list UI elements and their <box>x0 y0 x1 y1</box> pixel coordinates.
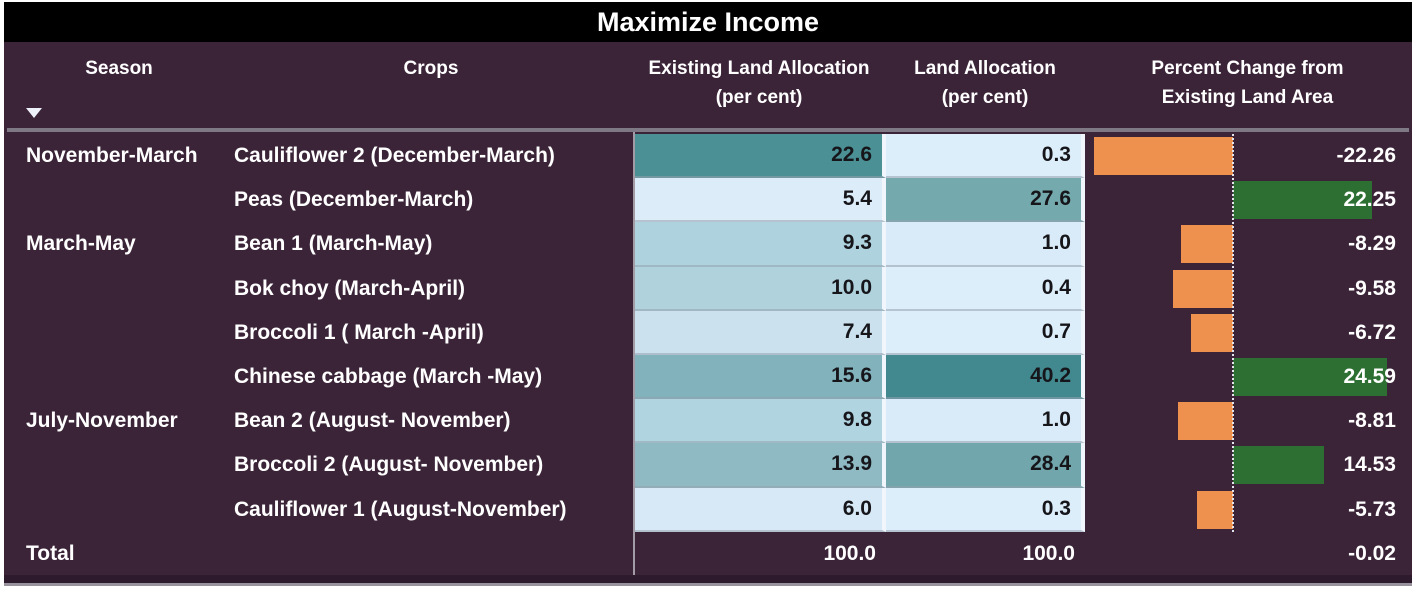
total-row: Total 100.0 100.0 -0.02 <box>4 532 1412 575</box>
total-existing-allocation: 100.0 <box>823 542 876 565</box>
total-land-allocation: 100.0 <box>1022 542 1075 565</box>
land-allocation-cell[interactable]: 27.6 <box>886 178 1085 223</box>
table-body: Season Crops Existing Land Allocation (p… <box>4 42 1412 583</box>
existing-allocation-cell[interactable]: 6.0 <box>635 487 886 532</box>
total-percent-change: -0.02 <box>1348 542 1396 565</box>
existing-allocation-cell[interactable]: 22.6 <box>635 134 886 179</box>
percent-change-value: -6.72 <box>1348 320 1396 344</box>
bar-zero-axis-line <box>1232 134 1234 532</box>
crop-cell[interactable]: Peas (December-March) <box>234 188 474 212</box>
crop-cell[interactable]: Cauliflower 1 (August-November) <box>234 497 567 521</box>
land-allocation-cell[interactable]: 0.7 <box>886 310 1085 355</box>
table-row[interactable]: Broccoli 2 (August- November) 13.9 28.4 14.… <box>4 443 1412 488</box>
percent-change-value: 22.25 <box>1343 188 1396 212</box>
existing-allocation-cell[interactable]: 9.8 <box>635 399 886 444</box>
table-row[interactable]: Bok choy (March-April) 10.0 0.4 -9.58 <box>4 266 1412 311</box>
land-allocation-cell[interactable]: 0.3 <box>886 487 1085 532</box>
percent-change-value: -8.81 <box>1348 409 1396 433</box>
land-allocation-cell[interactable]: 0.4 <box>886 266 1085 311</box>
table-rows: November-March Cauliflower 2 (December-Ma… <box>4 134 1412 532</box>
crops-column-divider <box>633 132 635 575</box>
table-row[interactable]: March-May Bean 1 (March-May) 9.3 1.0 -8.29 <box>4 222 1412 267</box>
percent-change-value: -5.73 <box>1348 497 1396 521</box>
percent-change-bar[interactable] <box>1173 269 1233 308</box>
season-cell: March-May <box>26 232 136 256</box>
table-visual: Maximize Income Season Crops Existing La… <box>4 2 1412 586</box>
season-cell: November-March <box>26 144 198 167</box>
column-header-season[interactable]: Season <box>85 58 153 79</box>
percent-change-bar[interactable] <box>1197 490 1233 529</box>
crop-cell[interactable]: Cauliflower 2 (December-March) <box>234 144 555 167</box>
crop-cell[interactable]: Bok choy (March-April) <box>234 276 466 300</box>
percent-change-bar[interactable] <box>1093 137 1233 175</box>
table-row[interactable]: Cauliflower 1 (August-November) 6.0 0.3 -5.… <box>4 487 1412 532</box>
bottom-strip <box>4 575 1412 583</box>
existing-allocation-cell[interactable]: 5.4 <box>635 178 886 223</box>
page-title: Maximize Income <box>596 7 820 37</box>
percent-change-value: -8.29 <box>1348 232 1396 256</box>
table-row[interactable]: July-November Bean 2 (August- November) 9.… <box>4 399 1412 444</box>
table-row[interactable]: Peas (December-March) 5.4 27.6 22.25 <box>4 178 1412 223</box>
header-separator <box>7 128 1409 132</box>
column-header-crops[interactable]: Crops <box>403 58 459 79</box>
land-allocation-cell[interactable]: 1.0 <box>886 399 1085 444</box>
table-row[interactable]: Broccoli 1 ( March -April) 7.4 0.7 -6.72 <box>4 310 1412 355</box>
crop-cell[interactable]: Bean 1 (March-May) <box>234 232 433 256</box>
percent-change-value: -9.58 <box>1348 276 1396 300</box>
percent-change-bar[interactable] <box>1190 313 1233 352</box>
existing-allocation-cell[interactable]: 10.0 <box>635 266 886 311</box>
column-header-percent-change[interactable]: Percent Change from Existing Land Area <box>1151 58 1344 108</box>
total-label: Total <box>26 542 75 565</box>
existing-allocation-cell[interactable]: 9.3 <box>635 222 886 267</box>
land-allocation-cell[interactable]: 28.4 <box>886 443 1085 488</box>
visual-title-bar: Maximize Income <box>4 2 1412 42</box>
column-header-existing-land-allocation[interactable]: Existing Land Allocation (per cent) <box>648 58 870 108</box>
crop-cell[interactable]: Broccoli 2 (August- November) <box>234 453 544 477</box>
table-row[interactable]: Chinese cabbage (March -May) 15.6 40.2 24.5… <box>4 354 1412 400</box>
land-allocation-cell[interactable]: 40.2 <box>886 354 1085 400</box>
existing-allocation-cell[interactable]: 15.6 <box>635 354 886 400</box>
percent-change-bar[interactable] <box>1233 181 1373 220</box>
percent-change-bar[interactable] <box>1181 225 1233 264</box>
land-allocation-cell[interactable]: 0.3 <box>886 134 1085 179</box>
existing-allocation-cell[interactable]: 13.9 <box>635 443 886 488</box>
percent-change-bar[interactable] <box>1177 402 1233 441</box>
table-row[interactable]: November-March Cauliflower 2 (December-Ma… <box>4 134 1412 179</box>
percent-change-value: 14.53 <box>1343 453 1396 477</box>
land-allocation-cell[interactable]: 1.0 <box>886 222 1085 267</box>
percent-change-value: 24.59 <box>1343 364 1396 388</box>
percent-change-bar[interactable] <box>1233 446 1324 485</box>
crop-cell[interactable]: Bean 2 (August- November) <box>234 409 511 433</box>
percent-change-bar[interactable] <box>1233 357 1387 396</box>
crop-cell[interactable]: Chinese cabbage (March -May) <box>234 364 543 388</box>
season-cell: July-November <box>26 409 178 433</box>
crop-cell[interactable]: Broccoli 1 ( March -April) <box>234 320 484 344</box>
column-header-land-allocation[interactable]: Land Allocation (per cent) <box>914 58 1056 108</box>
percent-change-value: -22.26 <box>1336 144 1396 167</box>
sort-descending-icon[interactable] <box>26 108 42 118</box>
existing-allocation-cell[interactable]: 7.4 <box>635 310 886 355</box>
